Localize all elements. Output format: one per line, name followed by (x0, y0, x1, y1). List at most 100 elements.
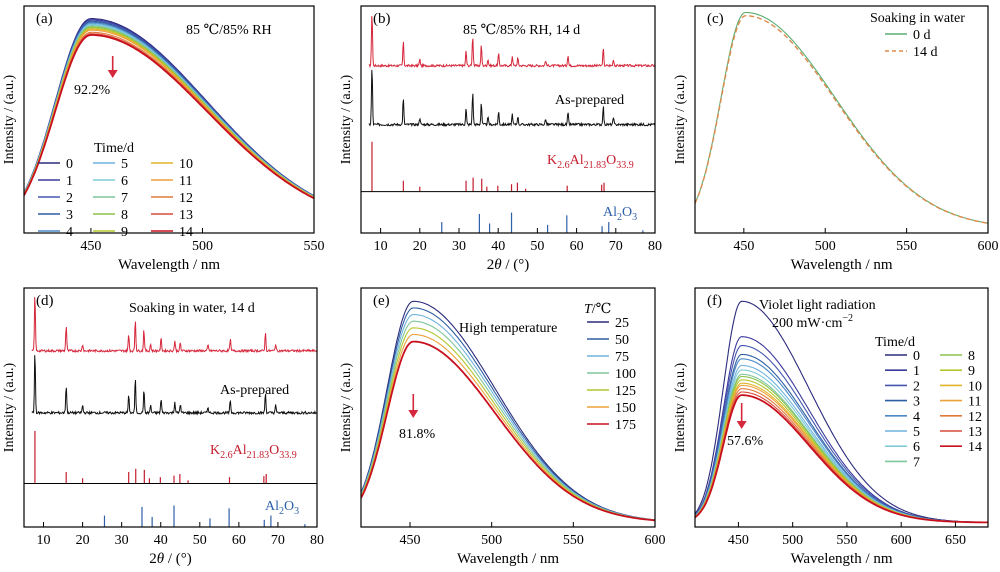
x-tick-label: 80 (648, 239, 662, 254)
x-axis-label-a: Wavelength / nm (118, 257, 220, 273)
x-tick-label: 450 (733, 239, 754, 254)
x-tick-label: 60 (570, 239, 584, 254)
x-axis-label-c: Wavelength / nm (790, 257, 892, 273)
x-tick-label: 500 (782, 533, 803, 548)
series-line (695, 11, 988, 224)
panel-label-f: (f) (707, 293, 722, 309)
reference-formula-1: K2.6Al21.83O33.9 (547, 153, 634, 171)
x-tick-label: 30 (452, 239, 466, 254)
x-axis-label-e: Wavelength / nm (457, 551, 559, 567)
x-axis-label-b: 2θ / (°) (487, 257, 530, 273)
panel-b: (b) 10 20 30 40 50 60 70 80 2θ / (°) Intensity / (… (339, 5, 662, 273)
legend-entry: 0 d (913, 28, 931, 43)
legend-entry: 0 (913, 349, 920, 364)
x-tick-label: 40 (491, 239, 505, 254)
panel-label-b: (b) (373, 11, 391, 27)
series-line (361, 340, 655, 522)
legend-entry: 2 (66, 191, 73, 206)
decay-arrowhead (107, 70, 118, 78)
x-tick-label: 550 (304, 239, 325, 254)
xrd-trace (31, 297, 317, 354)
legend-entry: 1 (66, 174, 73, 189)
legend-entry: 125 (615, 384, 636, 399)
y-axis-label-b: Intensity / (a.u.) (339, 74, 354, 164)
decay-percent: 92.2% (74, 83, 111, 98)
x-tick-label: 450 (728, 533, 749, 548)
x-tick-label: 600 (978, 239, 999, 254)
series-line (695, 300, 988, 523)
condition-annotation: Violet light radiation (759, 298, 876, 313)
legend-entry: 11 (968, 395, 981, 410)
panel-e: (e) 450 500 550 600 Wavelength / nm Intensity … (339, 287, 666, 567)
panel-label-e: (e) (373, 293, 390, 309)
y-axis-label-d: Intensity / (a.u.) (2, 362, 17, 452)
x-tick-label: 500 (815, 239, 836, 254)
legend-entry: 7 (121, 191, 128, 206)
x-tick-label: 50 (193, 533, 207, 548)
x-tick-label: 550 (896, 239, 917, 254)
x-tick-label: 500 (481, 533, 502, 548)
series-line (361, 307, 655, 521)
plot-frame-c (694, 5, 989, 234)
x-tick-label: 450 (400, 533, 421, 548)
legend-entry: 50 (615, 333, 629, 348)
decay-percent: 57.6% (727, 434, 764, 449)
condition-annotation: High temperature (459, 321, 557, 336)
x-tick-label: 650 (945, 533, 966, 548)
legend-entry: 13 (968, 425, 982, 440)
reference-formula-1: K2.6Al21.83O33.9 (210, 443, 297, 461)
legend-entry: 3 (913, 395, 920, 410)
trace-label: As-prepared (555, 93, 624, 108)
legend-entry: 10 (179, 157, 193, 172)
panel-label-d: (d) (36, 293, 54, 309)
legend-entry: 8 (968, 349, 975, 364)
decay-percent: 81.8% (399, 427, 436, 442)
series-line (361, 327, 655, 521)
legend-entry: 7 (913, 455, 920, 470)
series-line (695, 382, 988, 523)
legend-entry: 175 (615, 418, 636, 433)
reference-formula-2: Al2O3 (603, 205, 637, 223)
decay-arrowhead (408, 410, 419, 418)
series-line (695, 384, 988, 523)
series-line (695, 388, 988, 523)
legend-entry: 150 (615, 401, 636, 416)
series-group-c (695, 11, 988, 224)
series-line (24, 28, 314, 198)
x-tick-label: 80 (310, 533, 324, 548)
y-axis-label-f: Intensity / (a.u.) (673, 362, 688, 452)
plot-frame-b (360, 5, 656, 234)
x-tick-label: 70 (609, 239, 623, 254)
legend-entry: 9 (121, 225, 128, 240)
x-tick-label: 20 (413, 239, 427, 254)
legend-entry: 1 (913, 364, 920, 379)
y-axis-label-a: Intensity / (a.u.) (2, 74, 17, 164)
reference-formula-2: Al2O3 (265, 499, 299, 517)
legend-entry: 5 (121, 157, 128, 172)
trace-label: Soaking in water, 14 d (129, 301, 255, 316)
legend-entry: 0 (66, 157, 73, 172)
x-tick-label: 70 (271, 533, 285, 548)
panel-d: (d) 10 20 30 40 50 60 70 80 2θ / (°) Intensity / (… (2, 287, 324, 567)
series-line (695, 336, 988, 523)
plot-frame-e (360, 287, 656, 528)
legend-entry: 6 (121, 174, 128, 189)
legend-title: Time/d (94, 141, 134, 156)
legend-title: Time/d (875, 335, 915, 350)
series-line (361, 314, 655, 521)
series-group-a (24, 18, 314, 200)
trace-label: 85 ℃/85% RH, 14 d (463, 23, 580, 38)
legend-entry: 6 (913, 440, 920, 455)
series-group-f (695, 300, 988, 524)
plot-frame-a (23, 5, 315, 234)
x-tick-label: 450 (80, 239, 101, 254)
x-axis-label-d: 2θ / (°) (149, 551, 192, 567)
trace-label: As-prepared (220, 383, 289, 398)
y-axis-label-c: Intensity / (a.u.) (673, 74, 688, 164)
series-line (695, 391, 988, 523)
plot-frame-f (694, 287, 989, 528)
panel-label-c: (c) (707, 11, 724, 27)
x-tick-label: 600 (645, 533, 666, 548)
xrd-trace (368, 69, 655, 128)
